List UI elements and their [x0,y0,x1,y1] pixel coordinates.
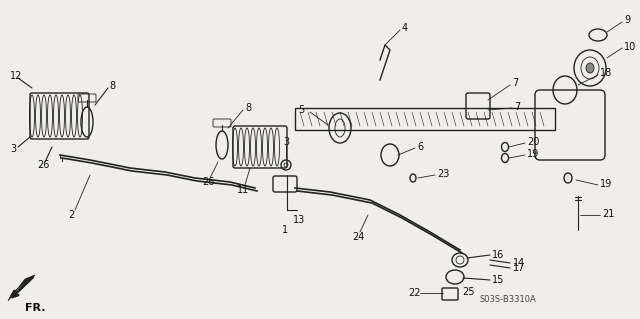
Text: 17: 17 [513,263,525,273]
Text: 8: 8 [109,81,115,91]
Text: 15: 15 [492,275,504,285]
Text: FR.: FR. [25,303,45,313]
Text: 11: 11 [237,185,249,195]
Text: 5: 5 [298,105,304,115]
Text: 7: 7 [514,102,520,112]
Text: 26: 26 [37,160,49,170]
Text: 20: 20 [527,137,540,147]
Text: 22: 22 [408,288,420,298]
Text: 3: 3 [283,137,289,147]
Text: 14: 14 [513,258,525,268]
Text: 19: 19 [600,179,612,189]
Text: 26: 26 [202,177,214,187]
Text: 1: 1 [282,225,288,235]
Text: 7: 7 [512,78,518,88]
Text: 16: 16 [492,250,504,260]
Polygon shape [8,275,35,301]
Text: 23: 23 [437,169,449,179]
Text: 4: 4 [402,23,408,33]
Text: 25: 25 [462,287,474,297]
Text: 24: 24 [352,232,364,242]
Text: 8: 8 [245,103,251,113]
Text: 3: 3 [10,144,16,154]
Text: 21: 21 [602,209,614,219]
Text: 9: 9 [624,15,630,25]
Text: 6: 6 [417,142,423,152]
Text: 19: 19 [527,149,540,159]
Text: 18: 18 [600,68,612,78]
Text: 2: 2 [68,210,74,220]
Text: 10: 10 [624,42,636,52]
Bar [295,108,555,130]
Ellipse shape [586,63,594,73]
Text: 13: 13 [293,215,305,225]
Text: S03S-B3310A: S03S-B3310A [480,295,537,305]
Text: 12: 12 [10,71,22,81]
